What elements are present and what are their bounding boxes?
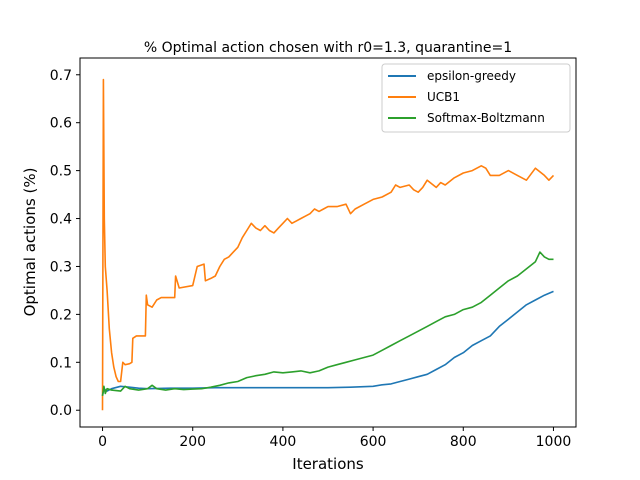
y-axis-label: Optimal actions (%): [21, 168, 39, 317]
y-tick-label: 0.3: [50, 259, 72, 275]
y-tick-label: 0.2: [50, 307, 72, 323]
x-tick-label: 200: [179, 434, 206, 450]
x-tick-label: 0: [98, 434, 107, 450]
y-tick-label: 0.7: [50, 68, 72, 84]
series-line-0: [101, 290, 554, 397]
series-line-1: [101, 78, 555, 411]
legend-label: epsilon-greedy: [427, 69, 516, 83]
y-tick-label: 0.0: [50, 403, 72, 419]
x-tick-label: 800: [450, 434, 477, 450]
y-tick-label: 0.5: [50, 164, 72, 180]
x-tick-label: 1000: [536, 434, 572, 450]
series-line-2: [101, 251, 554, 397]
y-tick-label: 0.1: [50, 355, 72, 371]
legend-label: UCB1: [427, 90, 460, 104]
y-axis-ticks: 0.0 0.1 0.2 0.3 0.4 0.5 0.6 0.7: [50, 68, 80, 419]
legend: epsilon-greedy UCB1 Softmax-Boltzmann: [381, 63, 571, 133]
y-tick-label: 0.4: [50, 212, 72, 228]
legend-box: [381, 63, 571, 133]
axes-frame: [79, 57, 577, 428]
x-axis-label: Iterations: [292, 455, 364, 473]
x-axis-ticks: 0 200 400 600 800 1000: [98, 427, 571, 450]
y-tick-label: 0.6: [50, 116, 72, 132]
legend-label: Softmax-Boltzmann: [427, 111, 545, 125]
x-tick-label: 400: [270, 434, 297, 450]
plot-lines: [101, 78, 555, 411]
chart-title: % Optimal action chosen with r0=1.3, qua…: [144, 40, 512, 56]
x-tick-label: 600: [360, 434, 387, 450]
